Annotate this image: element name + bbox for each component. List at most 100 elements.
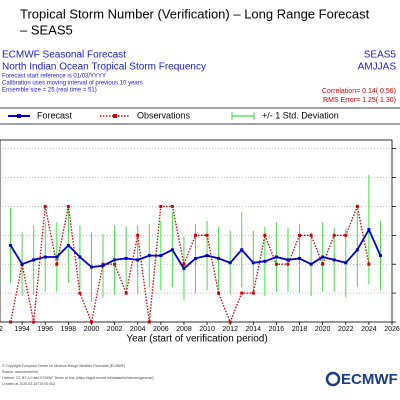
forecast-point [286,258,290,262]
forecast-point [182,267,186,271]
forecast-point [170,248,174,252]
x-tick-label: 2010 [199,326,215,333]
footer-text: Source: www.ecmwf.int [2,370,38,374]
footer-text: Created at 2025-03-18T10:00:00Z [2,382,56,386]
observation-point [332,233,336,237]
x-tick-label: 2004 [130,326,146,333]
observation-point [66,204,70,208]
forecast-point [136,258,140,262]
legend-label: Observations [137,110,191,120]
header-text: Forecast start reference is 01/03/YYYY [2,74,106,80]
x-tick-label: 2020 [315,326,331,333]
observation-point [32,320,36,324]
forecast-point [147,254,151,258]
forecast-point [332,258,336,262]
chart-title: – SEAS5 [20,22,73,37]
observation-point [309,233,313,237]
observation-point [298,233,302,237]
forecast-point [55,255,59,259]
forecast-point [124,256,128,260]
observation-point [89,320,93,324]
forecast-point [113,258,117,262]
header-text: ECMWF Seasonal Forecast [2,50,126,61]
header-text: AMJJAS [358,62,397,73]
forecast-point [251,261,255,265]
observation-point [321,262,325,266]
x-tick-label: 2002 [107,326,123,333]
header-text: SEAS5 [364,50,397,61]
observation-point [286,262,290,266]
x-tick-label: 2016 [269,326,285,333]
observation-point [240,291,244,295]
observation-point [355,204,359,208]
forecast-point [228,261,232,265]
forecast-point [217,256,221,260]
x-tick-label: 2014 [246,326,262,333]
forecast-point [355,248,359,252]
forecast-point [378,254,382,258]
observation-point [55,262,59,266]
legend-label: +/- 1 Std. Deviation [262,110,339,120]
x-tick-label: 2006 [153,326,169,333]
observation-point [228,320,232,324]
forecast-point [274,255,278,259]
forecast-point [20,262,24,266]
legend-swatch [113,114,117,118]
observation-point [344,233,348,237]
forecast-point [159,254,163,258]
forecast-point [240,248,244,252]
x-tick-label: 2008 [176,326,192,333]
header-text: Calibration uses moving interval of prev… [2,81,143,87]
x-tick-label: 2000 [84,326,100,333]
stat-text: Correlation= 0.14( 0.56) [322,88,396,95]
x-tick-label: 2018 [292,326,308,333]
stat-text: RMS Error= 1.25( 1.30) [323,97,396,104]
x-tick-label: 2022 [338,326,354,333]
observation-point [263,233,267,237]
forecast-point [263,259,267,263]
forecast-point [32,258,36,262]
forecast-point [321,255,325,259]
forecast-point [66,243,70,247]
x-axis-label: Year (start of verification period) [126,334,267,345]
logo: ECMWF [341,371,398,388]
observation-point [78,291,82,295]
legend-swatch [17,114,21,118]
observation-point [170,204,174,208]
observation-point [274,262,278,266]
observation-point [159,204,163,208]
x-tick-label: 92 [0,326,3,333]
forecast-point [89,265,93,269]
forecast-point [9,243,13,247]
observation-point [251,291,255,295]
forecast-point [309,262,313,266]
footer-text: Licence: CC BY 4.0 and ECMWF Terms of Us… [2,376,154,380]
observation-point [217,291,221,295]
x-tick-label: 1994 [14,326,30,333]
header-text: North Indian Ocean Tropical Storm Freque… [2,62,206,73]
plot-frame [0,139,393,323]
observation-point [205,233,209,237]
forecast-point [205,254,209,258]
forecast-point [298,256,302,260]
forecast-point [101,264,105,268]
observation-point [182,262,186,266]
x-tick-label: 2026 [384,326,400,333]
forecast-point [344,261,348,265]
observation-point [9,320,13,324]
x-tick-label: 1998 [61,326,77,333]
observation-point [194,233,197,237]
forecast-point [78,255,82,259]
observation-point [124,291,128,295]
logo-icon [325,371,341,387]
x-tick-label: 1996 [37,326,53,333]
observation-point [367,262,371,266]
footer-text: © Copyright European Centre for Medium-R… [2,364,125,368]
forecast-point [43,255,47,259]
legend-label: Forecast [37,110,73,120]
forecast-point [367,228,371,232]
forecast-point [194,256,197,260]
observation-point [113,262,117,266]
observation-point [147,320,151,324]
